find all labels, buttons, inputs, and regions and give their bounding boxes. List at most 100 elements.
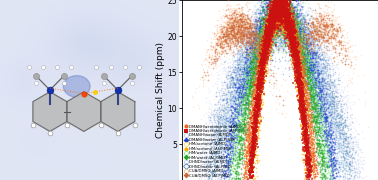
Point xyxy=(256,108,262,111)
Point xyxy=(282,23,288,26)
Point xyxy=(268,41,274,44)
Point xyxy=(283,25,289,28)
Point xyxy=(249,71,256,74)
Point xyxy=(294,32,301,35)
Point xyxy=(299,130,305,133)
Point xyxy=(257,56,263,58)
Point xyxy=(249,176,256,179)
Point xyxy=(280,4,286,7)
Point xyxy=(261,37,267,40)
Point xyxy=(282,17,288,20)
Point xyxy=(195,160,201,163)
Point xyxy=(242,48,248,51)
Point xyxy=(223,5,229,8)
Point xyxy=(243,139,249,141)
Point xyxy=(237,21,243,23)
Point xyxy=(251,124,257,127)
Point xyxy=(229,149,235,152)
Point xyxy=(268,32,274,35)
Point xyxy=(284,43,290,46)
Point xyxy=(277,0,284,1)
Point xyxy=(239,54,245,57)
Point xyxy=(266,23,273,26)
Point xyxy=(214,131,220,134)
Point xyxy=(301,55,307,57)
Point xyxy=(307,169,313,172)
Point xyxy=(270,12,276,15)
Point xyxy=(298,41,304,44)
Point xyxy=(242,83,248,86)
Point xyxy=(334,28,340,31)
Point xyxy=(307,32,313,35)
Point xyxy=(246,133,252,136)
Point xyxy=(301,59,307,62)
Point xyxy=(243,34,249,37)
Point xyxy=(227,82,233,84)
Point xyxy=(264,10,270,12)
Point xyxy=(287,35,293,38)
Point xyxy=(271,3,277,6)
Point xyxy=(276,2,282,5)
Point xyxy=(328,128,334,131)
Point xyxy=(325,18,331,21)
Point xyxy=(266,16,272,19)
Point xyxy=(294,45,300,48)
Point xyxy=(270,27,276,30)
Point xyxy=(265,24,271,27)
Point xyxy=(223,46,229,49)
Point xyxy=(268,4,274,7)
Point xyxy=(287,4,293,7)
Point xyxy=(327,94,333,97)
Point xyxy=(280,23,287,26)
Point xyxy=(333,43,339,46)
Point xyxy=(318,57,324,60)
Point xyxy=(282,29,288,32)
Point xyxy=(265,44,271,46)
Point xyxy=(319,34,325,37)
Point xyxy=(330,136,336,139)
Point xyxy=(276,33,282,36)
Point xyxy=(253,80,259,83)
Point xyxy=(266,45,272,48)
Point xyxy=(305,68,311,71)
Point xyxy=(271,0,277,3)
Point xyxy=(307,88,313,91)
Point xyxy=(302,33,308,36)
Point xyxy=(273,1,279,4)
Point xyxy=(298,69,304,72)
Point xyxy=(249,29,256,32)
Point xyxy=(275,20,281,23)
Point xyxy=(323,27,329,30)
Point xyxy=(262,38,268,41)
Point xyxy=(330,100,336,103)
Point xyxy=(300,67,306,70)
Point xyxy=(290,37,296,40)
Point xyxy=(318,109,324,112)
Point xyxy=(267,68,273,71)
Point xyxy=(316,48,322,51)
Point xyxy=(257,29,263,32)
Point xyxy=(293,13,299,16)
Point xyxy=(287,16,293,19)
Point xyxy=(235,29,241,32)
Point xyxy=(226,97,232,100)
Point xyxy=(270,7,276,10)
Point xyxy=(210,133,216,136)
Point xyxy=(240,71,246,74)
Point xyxy=(289,28,295,31)
Point xyxy=(266,49,272,52)
Point xyxy=(256,66,262,69)
Point xyxy=(275,7,281,10)
Point xyxy=(226,31,232,34)
Point xyxy=(226,90,232,93)
Point xyxy=(261,31,267,34)
Point xyxy=(312,8,318,11)
Point xyxy=(243,20,249,23)
Point xyxy=(262,69,268,72)
Point xyxy=(230,84,236,87)
Point xyxy=(304,53,310,56)
Point xyxy=(265,5,271,8)
Point xyxy=(315,46,321,49)
Point xyxy=(250,140,256,143)
Point xyxy=(250,71,256,74)
